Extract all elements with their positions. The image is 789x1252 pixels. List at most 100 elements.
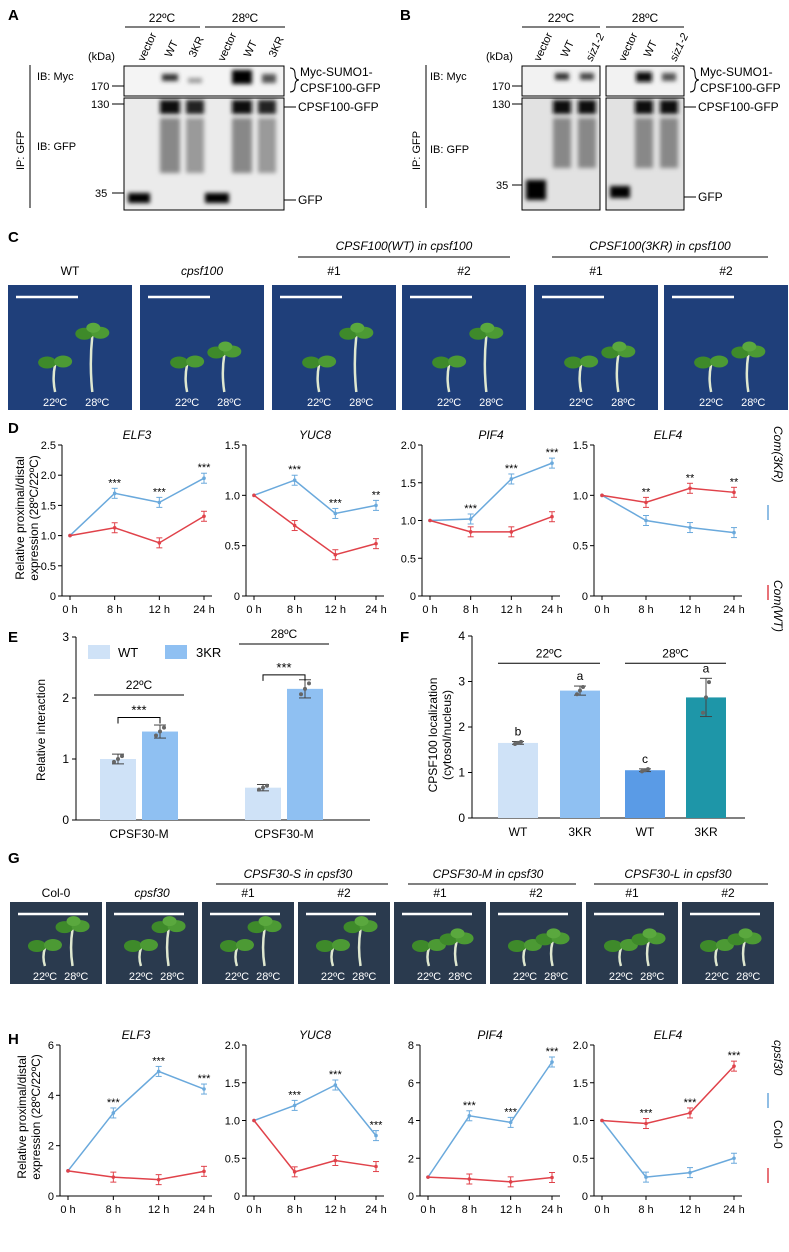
panel-g-photo-1: 22ºC 28ºC Col-0 — [10, 886, 102, 984]
panel-h-series-4-2 — [601, 1065, 735, 1125]
panel-d-point-2-1-2 — [333, 511, 338, 516]
panel-h-title-4: ELF4 — [654, 1028, 683, 1042]
panel-b-band-1a: Myc-SUMO1- — [700, 65, 773, 79]
panel-e-legend-wt-swatch — [88, 645, 110, 659]
panel-h-sig-3-1: *** — [463, 1100, 477, 1112]
panel-c-temp-28-1: 28ºC — [85, 397, 109, 409]
panel-c-temp-28-5: 28ºC — [611, 397, 635, 409]
panel-h-xtick-2-2: 12 h — [325, 1204, 346, 1216]
panel-e-sig-1: *** — [131, 703, 146, 718]
panel-a-blot-myc — [123, 65, 285, 97]
panel-d-title-4: ELF4 — [654, 428, 683, 442]
panel-d-xtick-3-3: 24 h — [541, 604, 562, 616]
panel-g-label-6: #2 — [529, 886, 543, 900]
panel-h: H Relative proximal/distal expression (2… — [8, 1028, 785, 1216]
panel-c-letter: C — [8, 229, 19, 246]
panel-d-series-3-2 — [429, 516, 553, 533]
panel-h-chart-2: 0 0.5 1.0 1.5 2.0 0 h 8 h 12 h 24 h YUC8 *** *** *** — [225, 1028, 387, 1216]
panel-g-label-5: #1 — [433, 886, 447, 900]
panel-c-temp-22-4: 22ºC — [437, 397, 461, 409]
panel-e-bar-1-wt — [100, 759, 136, 820]
panel-d-xtick-4-1: 8 h — [638, 604, 653, 616]
panel-e-ylabel: Relative interaction — [34, 679, 48, 781]
panel-c-temp-28-6: 28ºC — [741, 397, 765, 409]
panel-h-ytick-3-0: 0 — [408, 1191, 414, 1203]
panel-d-sig-3-2: *** — [505, 463, 519, 475]
panel-h-sig-2-3: *** — [370, 1120, 384, 1132]
panel-c-temp-22-5: 22ºC — [569, 397, 593, 409]
panel-a-lane-1: vector — [136, 31, 160, 64]
panel-d-point-3-1-1 — [468, 517, 473, 521]
panel-d-point-2-2-3 — [374, 541, 378, 546]
panel-c-temp-22-3: 22ºC — [307, 397, 331, 409]
panel-a-marker-130: 130 — [91, 99, 109, 111]
panel-g-temp-28-1: 28ºC — [64, 971, 88, 983]
panel-d-xtick-1-3: 24 h — [193, 604, 214, 616]
panel-e: E WT 3KR Relative interaction 0 1 2 3 CPSF30… — [8, 627, 370, 841]
panel-a-blot-gfp — [123, 97, 285, 211]
panel-f-xlabel-3: WT — [636, 825, 655, 839]
panel-d-sig-1-2: *** — [153, 486, 167, 498]
panel-a-band-2: CPSF100-GFP — [298, 100, 379, 114]
panel-f-group-2: 28ºC — [662, 646, 689, 660]
panel-d-point-2-1-1 — [292, 478, 297, 483]
panel-d-point-1-1-2 — [157, 500, 162, 505]
panel-e-ytick-3: 3 — [62, 630, 69, 644]
panel-f-letter-3: c — [642, 752, 648, 766]
panel-d-xtick-2-1: 8 h — [287, 604, 302, 616]
panel-f-ytick-0: 0 — [458, 811, 465, 825]
panel-f-ylabel-2: (cytosol/nucleus) — [440, 690, 454, 780]
panel-f-letter-1: b — [515, 725, 522, 739]
panel-d-point-2-2-2 — [333, 552, 338, 557]
panel-h-point-4-1-3 — [732, 1156, 736, 1161]
panel-d-ytick-3-4: 2.0 — [401, 440, 416, 452]
panel-h-series-3-2 — [427, 1176, 553, 1183]
panel-b-ip: IP: GFP — [411, 131, 423, 170]
panel-h-point-2-2-3 — [374, 1164, 378, 1169]
panel-c-photo-1: 22ºC 28ºC WT — [8, 264, 132, 410]
panel-d-xtick-4-2: 12 h — [679, 604, 700, 616]
panel-h-point-3-1-3 — [550, 1060, 554, 1064]
panel-e-letter: E — [8, 629, 18, 646]
panel-h-xtick-1-1: 8 h — [106, 1204, 121, 1216]
panel-h-ytick-4-4: 2.0 — [573, 1040, 588, 1052]
panel-h-xtick-2-3: 24 h — [365, 1204, 386, 1216]
panel-c-temp-22-2: 22ºC — [175, 397, 199, 409]
panel-c-photo-5: 22ºC 28ºC #1 — [534, 264, 658, 410]
panel-a-letter: A — [8, 7, 19, 24]
panel-h-xtick-3-1: 8 h — [462, 1204, 477, 1216]
panel-g-photo-2: 22ºC 28ºC cpsf30 — [106, 886, 198, 984]
panel-b-band-2: CPSF100-GFP — [698, 100, 779, 114]
panel-h-point-2-1-3 — [374, 1133, 378, 1138]
panel-c-temp-22-1: 22ºC — [43, 397, 67, 409]
panel-h-sig-1-1: *** — [107, 1097, 121, 1109]
panel-a-temp-22: 22ºC — [149, 11, 176, 25]
panel-h-series-2-1 — [253, 1084, 377, 1137]
panel-h-point-3-1-1 — [467, 1113, 472, 1118]
panel-c-group-1: CPSF100(WT) in cpsf100 — [336, 239, 473, 253]
panel-g-temp-28-2: 28ºC — [160, 971, 184, 983]
panel-e-ytick-1: 1 — [62, 752, 69, 766]
panel-a-ip: IP: GFP — [15, 131, 27, 170]
panel-f-letter: F — [400, 629, 409, 646]
panel-g-temp-22-7: 22ºC — [609, 971, 633, 983]
panel-e-ytick-0: 0 — [62, 813, 69, 827]
panel-h-chart-3: 0 2 4 6 8 0 h 8 h 12 h 24 h PIF4 *** *** *** — [408, 1028, 563, 1216]
panel-d-sig-2-3: ** — [372, 489, 381, 501]
panel-h-legend-col: Col-0 — [771, 1120, 785, 1149]
panel-c-label-4: #2 — [457, 264, 471, 278]
panel-b-lane-6: siz1-2 — [668, 32, 691, 64]
panel-a-marker-170: 170 — [91, 81, 109, 93]
panel-e-legend-3kr: 3KR — [196, 645, 221, 660]
panel-d-sig-1-1: *** — [108, 477, 122, 489]
panel-d-xtick-1-1: 8 h — [107, 604, 122, 616]
panel-c-photo-6: 22ºC 28ºC #2 — [664, 264, 788, 410]
panel-d-chart-3: 0 0.5 1.0 1.5 2.0 0 h 8 h 12 h 24 h PIF4 *** *** *** — [401, 428, 563, 616]
panel-h-title-2: YUC8 — [299, 1028, 331, 1042]
panel-h-point-4-1-1 — [644, 1175, 648, 1179]
panel-d-title-2: YUC8 — [299, 428, 331, 442]
panel-d-point-4-2-1 — [644, 500, 648, 505]
panel-h-ytick-2-1: 0.5 — [225, 1153, 240, 1165]
panel-h-point-2-2-2 — [333, 1158, 338, 1163]
